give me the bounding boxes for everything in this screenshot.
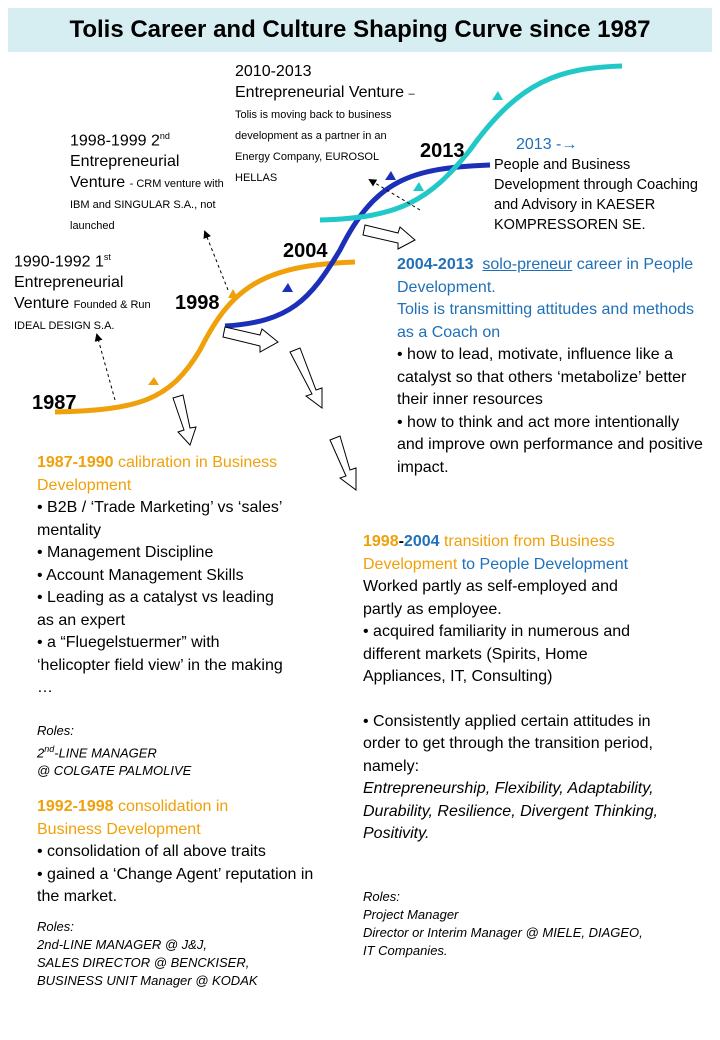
roles-label: Roles:: [37, 919, 74, 934]
role: 2nd-LINE MANAGER: [37, 740, 297, 762]
bullet: • consolidation of all above traits: [37, 843, 266, 860]
phase-body: Worked partly as self-employed and partl…: [363, 578, 618, 618]
phase-transition: transition from: [443, 533, 546, 550]
venture: 1990-1992 1st Entrepreneurial Venture Fo…: [14, 247, 164, 335]
phase-year-end: 2004: [403, 533, 440, 550]
year-label: 1987: [32, 392, 77, 414]
current-block: 2013 -→ People and Business Development …: [494, 135, 714, 235]
bullet: • Account Management Skills: [37, 566, 244, 584]
venture-period: 1998-1999 2: [70, 132, 160, 150]
phase-to: to People Development: [461, 555, 629, 573]
bullet: • Consistently applied certain attitudes…: [363, 712, 653, 775]
bullet: • B2B / ‘Trade Marketing’ vs ‘sales’ men…: [37, 499, 282, 539]
phase-2004-2013: 2004-2013 solo-preneur career in People …: [397, 254, 709, 479]
venture-name: Entrepreneurial Venture: [235, 84, 404, 101]
venture-sup: st: [103, 252, 111, 262]
bullet: • how to lead, motivate, influence like …: [397, 346, 687, 408]
venture-name: Entrepreneurial Venture: [70, 153, 180, 192]
curve-markers: [148, 91, 503, 385]
role: Project Manager: [363, 907, 459, 922]
venture: 2010-2013 Entrepreneurial Venture – Toli…: [235, 61, 420, 187]
venture-period: 2010-2013: [235, 63, 312, 80]
phase-heading: 1987-1990 calibration in Business Develo…: [37, 452, 287, 497]
hollow-arrows: [172, 224, 416, 491]
venture-name: Entrepreneurial Venture: [14, 274, 124, 313]
bullet: • gained a ‘Change Agent’ reputation in …: [37, 865, 314, 906]
role: 2nd-LINE MANAGER @ J&J,: [37, 937, 207, 952]
bullet: • acquired familiarity in numerous and d…: [363, 623, 631, 685]
roles: Roles: Project Manager Director or Inter…: [363, 888, 663, 960]
venture-sup: nd: [159, 131, 170, 141]
current-text: People and Business Development through …: [494, 157, 698, 233]
phase-years: 2004-2013: [397, 256, 474, 273]
phase-keyword: solo-preneur: [482, 256, 573, 273]
roles-label: Roles:: [363, 889, 400, 904]
bullet: • Management Discipline: [37, 544, 214, 561]
role-sup: nd: [44, 744, 55, 754]
orange-curve: [54, 259, 356, 415]
phase-intro: Tolis is transmitting attitudes and meth…: [397, 301, 695, 341]
phase-years: 1987-1990: [37, 454, 114, 471]
venture-detail: Founded & Run IDEAL DESIGN S.A.: [14, 299, 151, 333]
title: Tolis Career and Culture Shaping Curve s…: [8, 8, 712, 52]
venture-detail: – Tolis is moving back to business devel…: [235, 88, 415, 184]
role-part: 2: [37, 745, 45, 761]
role: Director or Interim Manager @ MIELE, DIA…: [363, 925, 643, 958]
phase-from: Business Development: [363, 533, 615, 573]
roles: Roles: 2nd-LINE MANAGER @ J&J, SALES DIR…: [37, 918, 337, 990]
attitudes: Entrepreneurship, Flexibility, Adaptabil…: [363, 780, 658, 842]
venture-period: 1990-1992 1: [14, 253, 104, 271]
venture: 1998-1999 2nd Entrepreneurial Venture - …: [70, 126, 230, 235]
phase-1987-1990: 1987-1990 calibration in Business Develo…: [37, 452, 287, 700]
phase-heading-rest: career in People Development.: [397, 256, 694, 296]
phase-1998-2004: 1998-2004 transition from Business Devel…: [363, 531, 658, 846]
dashed-pointers: [94, 178, 421, 401]
role-part: -LINE MANAGER: [54, 745, 157, 761]
phase-heading-rest: consolidation in Business Development: [37, 798, 229, 838]
role: @ COLGATE PALMOLIVE: [37, 763, 192, 779]
phase-heading: 1992-1998 consolidation in Business Deve…: [37, 796, 297, 841]
bullet: • Leading as a catalyst vs leading as an…: [37, 589, 274, 629]
role: SALES DIRECTOR @ BENCKISER,: [37, 955, 250, 970]
phase-heading: 1998-2004 transition from Business Devel…: [363, 531, 655, 576]
year-label: 2013: [420, 140, 465, 162]
phase-heading: 2004-2013 solo-preneur career in People …: [397, 254, 709, 299]
current-heading: 2013 -→: [516, 136, 578, 153]
role: BUSINESS UNIT Manager @ KODAK: [37, 973, 258, 988]
year-label: 1998: [175, 292, 220, 314]
blue-curve: [224, 162, 491, 329]
phase-year-start: 1998: [363, 533, 399, 550]
bullet: • a “Fluegelstuermer” with ‘helicopter f…: [37, 634, 283, 696]
venture-detail: - CRM venture with IBM and SINGULAR S.A.…: [70, 178, 224, 233]
bullet: • how to think and act more intentionall…: [397, 413, 703, 476]
phase-heading-rest: calibration in Business Development: [37, 454, 278, 494]
roles-label: Roles:: [37, 723, 74, 738]
phase-dash: -: [398, 533, 404, 550]
roles: Roles: 2nd-LINE MANAGER @ COLGATE PALMOL…: [37, 722, 297, 780]
phase-1992-1998: 1992-1998 consolidation in Business Deve…: [37, 796, 337, 909]
year-label: 2004: [283, 240, 328, 262]
cyan-curve: [319, 63, 623, 223]
phase-years: 1992-1998: [37, 798, 114, 815]
